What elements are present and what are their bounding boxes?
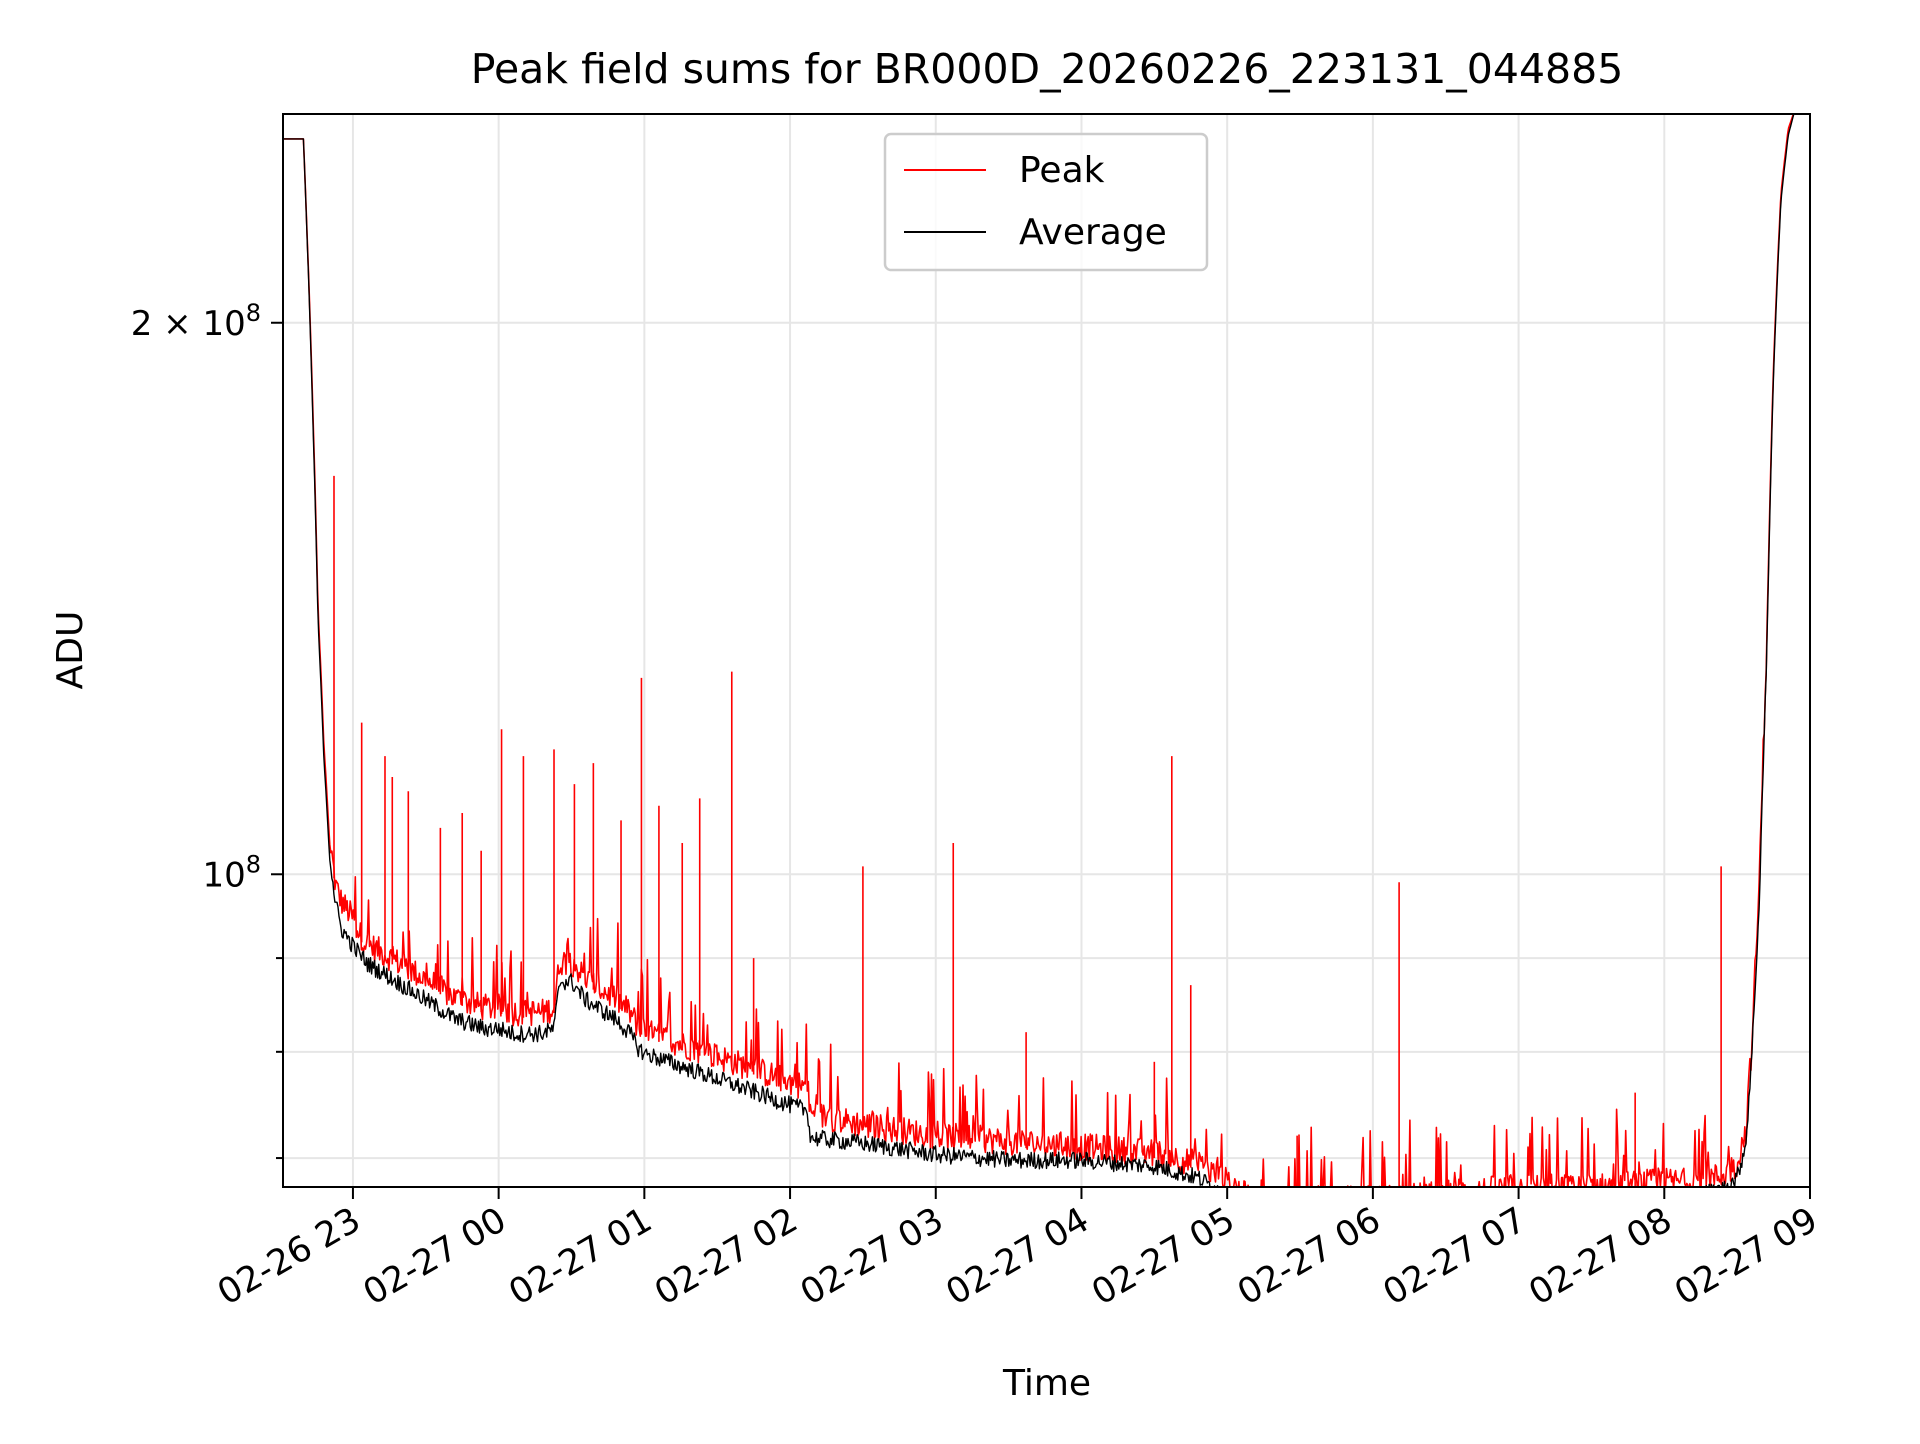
- series-average-line: [283, 114, 1795, 1187]
- legend-average-label: Average: [1019, 212, 1167, 253]
- legend-box: [883, 132, 1209, 272]
- y-tick-label: 108: [202, 850, 261, 895]
- legend-peak-label: Peak: [1019, 150, 1105, 191]
- series-peak-line: [283, 114, 1795, 1187]
- y-axis: 108 2 × 108: [131, 299, 283, 1160]
- series-layer: [283, 114, 1795, 1187]
- legend: Peak Average: [883, 132, 1209, 272]
- x-axis-label: Time: [1002, 1363, 1091, 1404]
- y-tick-label: 2 × 108: [131, 299, 261, 344]
- plot-frame: [282, 113, 1811, 1188]
- y-axis-label: ADU: [50, 611, 91, 690]
- chart-title: Peak field sums for BR000D_20260226_2231…: [471, 45, 1624, 93]
